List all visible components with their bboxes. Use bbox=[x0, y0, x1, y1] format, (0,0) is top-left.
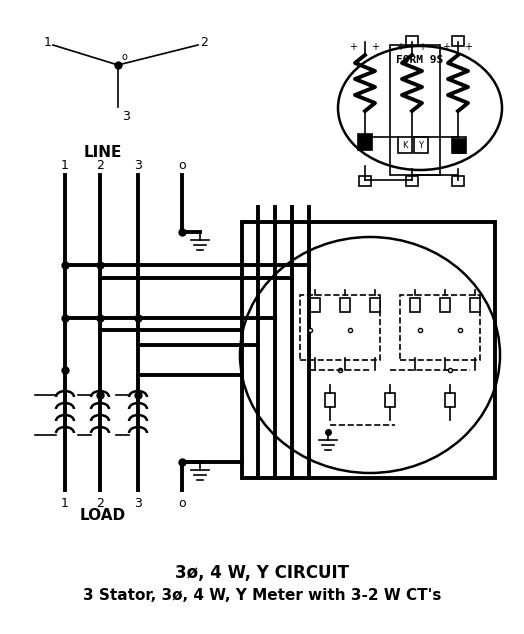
Bar bbox=[358, 134, 372, 150]
Text: FORM 9S: FORM 9S bbox=[396, 55, 444, 65]
Text: +: + bbox=[442, 42, 450, 52]
Bar bbox=[340, 298, 350, 312]
Bar bbox=[452, 137, 466, 153]
Bar bbox=[414, 137, 428, 153]
Text: +: + bbox=[464, 42, 472, 52]
Bar bbox=[410, 298, 420, 312]
Bar bbox=[325, 393, 335, 407]
Text: 2: 2 bbox=[200, 36, 208, 48]
Bar bbox=[400, 295, 480, 360]
Text: 2: 2 bbox=[96, 497, 104, 510]
Bar bbox=[359, 176, 371, 186]
Text: o: o bbox=[121, 52, 127, 62]
Text: 3: 3 bbox=[122, 110, 130, 124]
Text: 3: 3 bbox=[134, 497, 142, 510]
Bar bbox=[470, 298, 480, 312]
Text: o: o bbox=[178, 497, 186, 510]
Text: +: + bbox=[349, 42, 357, 52]
Text: o: o bbox=[178, 159, 186, 172]
Text: 1: 1 bbox=[44, 36, 52, 48]
Bar bbox=[440, 298, 450, 312]
Text: K: K bbox=[402, 141, 408, 150]
Text: +: + bbox=[418, 42, 426, 52]
Bar bbox=[406, 36, 418, 46]
Bar bbox=[370, 298, 380, 312]
Bar bbox=[398, 137, 412, 153]
Text: 2: 2 bbox=[96, 159, 104, 172]
Text: 1: 1 bbox=[61, 497, 69, 510]
Text: Z: Z bbox=[456, 141, 462, 150]
Bar bbox=[452, 36, 464, 46]
Text: 3 Stator, 3ø, 4 W, Y Meter with 3-2 W CT's: 3 Stator, 3ø, 4 W, Y Meter with 3-2 W CT… bbox=[83, 588, 441, 604]
Bar bbox=[242, 222, 495, 478]
Bar bbox=[385, 393, 395, 407]
Bar bbox=[453, 139, 465, 153]
Text: 3ø, 4 W, Y CIRCUIT: 3ø, 4 W, Y CIRCUIT bbox=[175, 564, 349, 582]
Text: 1: 1 bbox=[61, 159, 69, 172]
Text: LOAD: LOAD bbox=[80, 508, 126, 523]
Text: LINE: LINE bbox=[84, 145, 122, 160]
Bar bbox=[452, 176, 464, 186]
Bar bbox=[445, 393, 455, 407]
Text: +: + bbox=[396, 42, 404, 52]
Bar bbox=[300, 295, 380, 360]
Bar bbox=[390, 45, 440, 175]
Bar bbox=[406, 176, 418, 186]
Text: +: + bbox=[371, 42, 379, 52]
Text: Y: Y bbox=[419, 141, 423, 150]
Text: 3: 3 bbox=[134, 159, 142, 172]
Bar bbox=[310, 298, 320, 312]
